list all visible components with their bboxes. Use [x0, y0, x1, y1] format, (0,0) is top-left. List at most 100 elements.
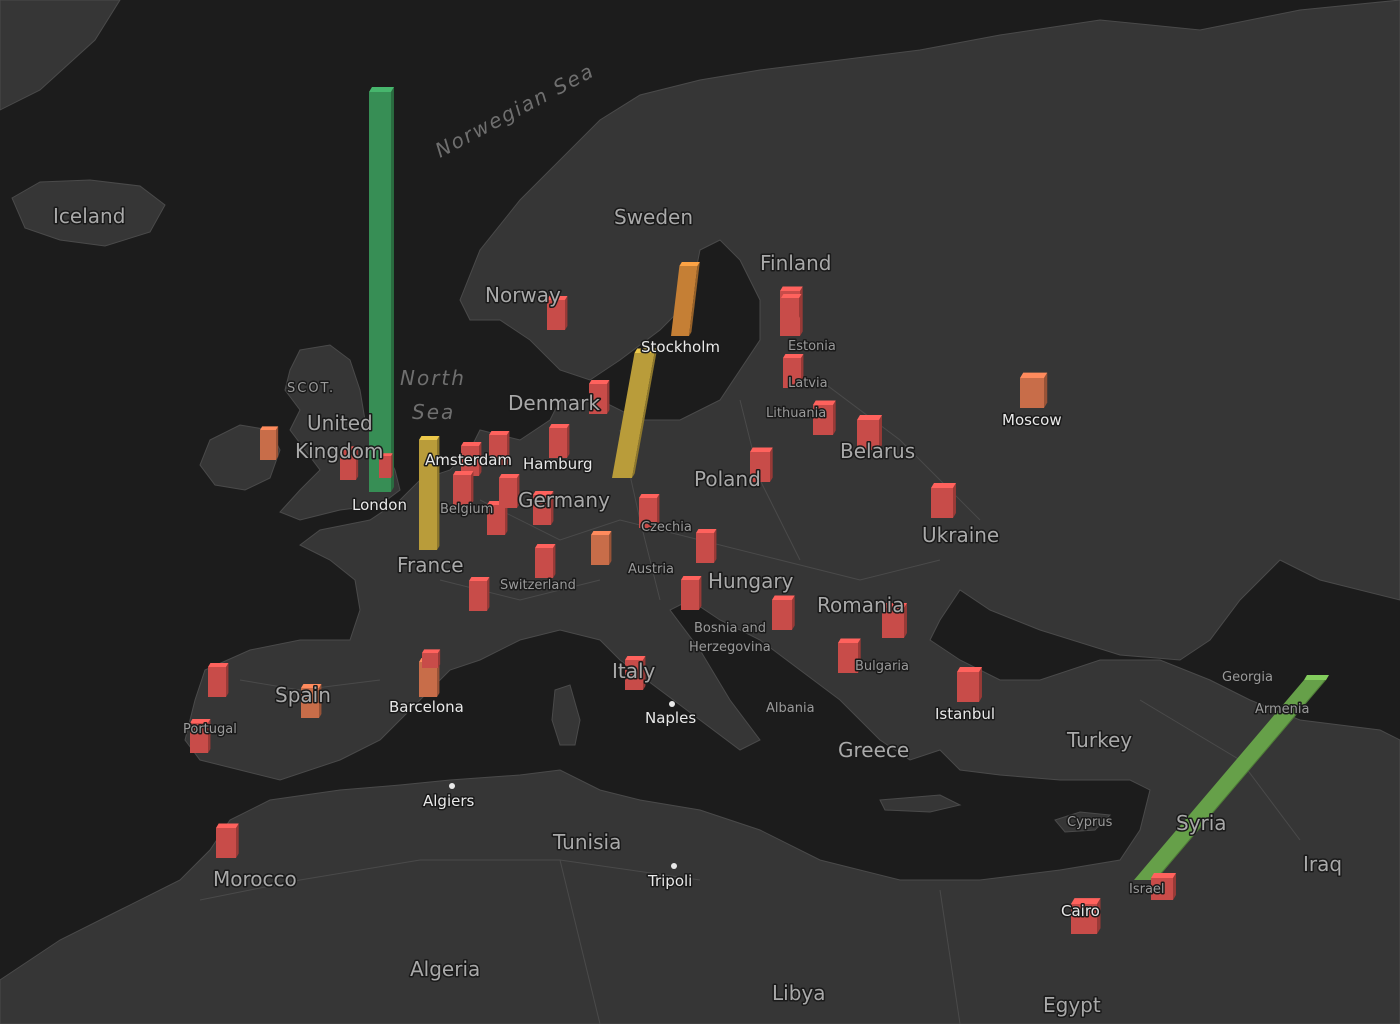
bar-top-face — [461, 441, 482, 446]
bar-vienna[interactable] — [696, 528, 717, 563]
bar-front-face — [1151, 878, 1173, 900]
bar-belgrade[interactable] — [838, 638, 861, 674]
bar-oslo[interactable] — [547, 295, 568, 330]
bar-madrid[interactable] — [301, 683, 322, 718]
bar-top-face — [547, 295, 568, 300]
bar-front-face — [781, 298, 799, 318]
bar-minsk[interactable] — [857, 415, 882, 450]
bar-jerusalem[interactable] — [422, 649, 441, 668]
country-label: Iraq — [1303, 852, 1342, 876]
bar-top-face — [781, 293, 802, 298]
bar-side-face — [801, 353, 804, 388]
bar-side-face — [437, 435, 440, 550]
city-label: Stockholm — [641, 338, 720, 356]
bar-top-face — [838, 638, 861, 643]
bar-london[interactable] — [369, 87, 394, 493]
bar-side-face — [1156, 675, 1329, 880]
country-label: Iceland — [53, 204, 125, 228]
bar-top-face — [301, 683, 322, 688]
bar-riga[interactable] — [783, 353, 804, 388]
small-country-label: Georgia — [1222, 670, 1273, 685]
bar-amsterdam[interactable] — [461, 441, 482, 476]
city-label: Algiers — [423, 792, 475, 810]
bar-top-face — [750, 447, 773, 452]
bar-top-face — [696, 528, 717, 533]
bar-munich[interactable] — [591, 530, 612, 565]
bar-cairo[interactable] — [1151, 873, 1176, 900]
bar-copenhagen[interactable] — [589, 379, 610, 414]
bar-top-face — [469, 576, 490, 581]
bar-dusseldorf[interactable] — [499, 473, 520, 508]
bar-frankfurt[interactable] — [533, 490, 554, 525]
bar-vilnius[interactable] — [813, 400, 836, 436]
bar-front-face — [612, 353, 655, 478]
bar-front-face — [301, 688, 319, 718]
bar-paris[interactable] — [419, 435, 440, 550]
bar-side-face — [792, 595, 795, 630]
bar-top-face — [549, 423, 570, 428]
bar-zurich[interactable] — [469, 576, 490, 611]
bar-porto[interactable] — [208, 662, 229, 697]
city-label: Tripoli — [647, 872, 692, 890]
bar-side-face — [833, 400, 836, 435]
bar-front-face — [813, 405, 833, 435]
bar-side-face — [553, 543, 556, 578]
bar-side-face — [643, 655, 646, 690]
bar-side-face — [551, 490, 554, 525]
bar-luxembourg[interactable] — [535, 543, 556, 578]
bar-bucharest[interactable] — [882, 603, 907, 638]
bar-hamburg[interactable] — [549, 423, 570, 458]
bar-side-face — [208, 718, 211, 753]
bar-top-face — [340, 446, 359, 450]
small-country-label: Belgium — [440, 502, 493, 517]
bar-side-face — [565, 295, 568, 330]
bar-side-face — [226, 662, 229, 697]
land-greenland — [0, 0, 121, 111]
country-label: Ukraine — [922, 523, 999, 547]
bar-stockholm[interactable] — [671, 261, 700, 336]
city-label: Barcelona — [389, 698, 464, 716]
bar-lyon[interactable] — [340, 446, 359, 480]
city-label: London — [352, 496, 407, 514]
bar-cologne[interactable] — [489, 430, 510, 465]
bar-front-face — [696, 533, 714, 563]
bar-tel-aviv[interactable] — [1134, 675, 1329, 880]
country-label: Italy — [612, 659, 656, 683]
border-line — [939, 889, 961, 1024]
bar-front-face — [419, 662, 437, 697]
bar-zagreb[interactable] — [772, 595, 795, 631]
bar-top-face — [419, 435, 440, 440]
bar-budapest[interactable] — [681, 575, 702, 610]
bar-kyiv[interactable] — [931, 483, 956, 518]
bar-front-face — [639, 498, 657, 528]
bar-front-face — [783, 358, 801, 388]
bar-side-face — [391, 87, 394, 493]
country-label: Syria — [1176, 811, 1227, 835]
bar-lisbon[interactable] — [190, 718, 211, 753]
bar-istanbul[interactable] — [1071, 898, 1101, 934]
bar-rotterdam[interactable] — [453, 470, 474, 505]
bar-top-face — [857, 415, 882, 420]
bar-berlin[interactable] — [612, 348, 658, 479]
bar-dublin[interactable] — [260, 426, 279, 460]
bar-side-face — [471, 470, 474, 505]
bar-top-face — [1071, 898, 1101, 904]
country-label: Romania — [817, 593, 904, 617]
bar-front-face — [931, 488, 953, 518]
bar-warsaw[interactable] — [750, 447, 773, 483]
bar-casablanca[interactable] — [216, 823, 239, 859]
bar-side-face — [1044, 372, 1048, 408]
bar-top-face — [625, 655, 646, 660]
bar-side-face — [319, 683, 322, 718]
bar-front-face — [533, 495, 551, 525]
bar-prague[interactable] — [639, 493, 660, 528]
bar-front-face — [489, 435, 507, 465]
small-country-label: Lithuania — [766, 406, 826, 421]
bar-sofia[interactable] — [957, 667, 982, 702]
bar-moscow[interactable] — [1020, 372, 1048, 408]
bar-rome[interactable] — [625, 655, 646, 690]
bar-top-face — [679, 261, 700, 266]
bar-manchester[interactable] — [379, 453, 393, 478]
bar-tallinn[interactable] — [781, 293, 802, 318]
